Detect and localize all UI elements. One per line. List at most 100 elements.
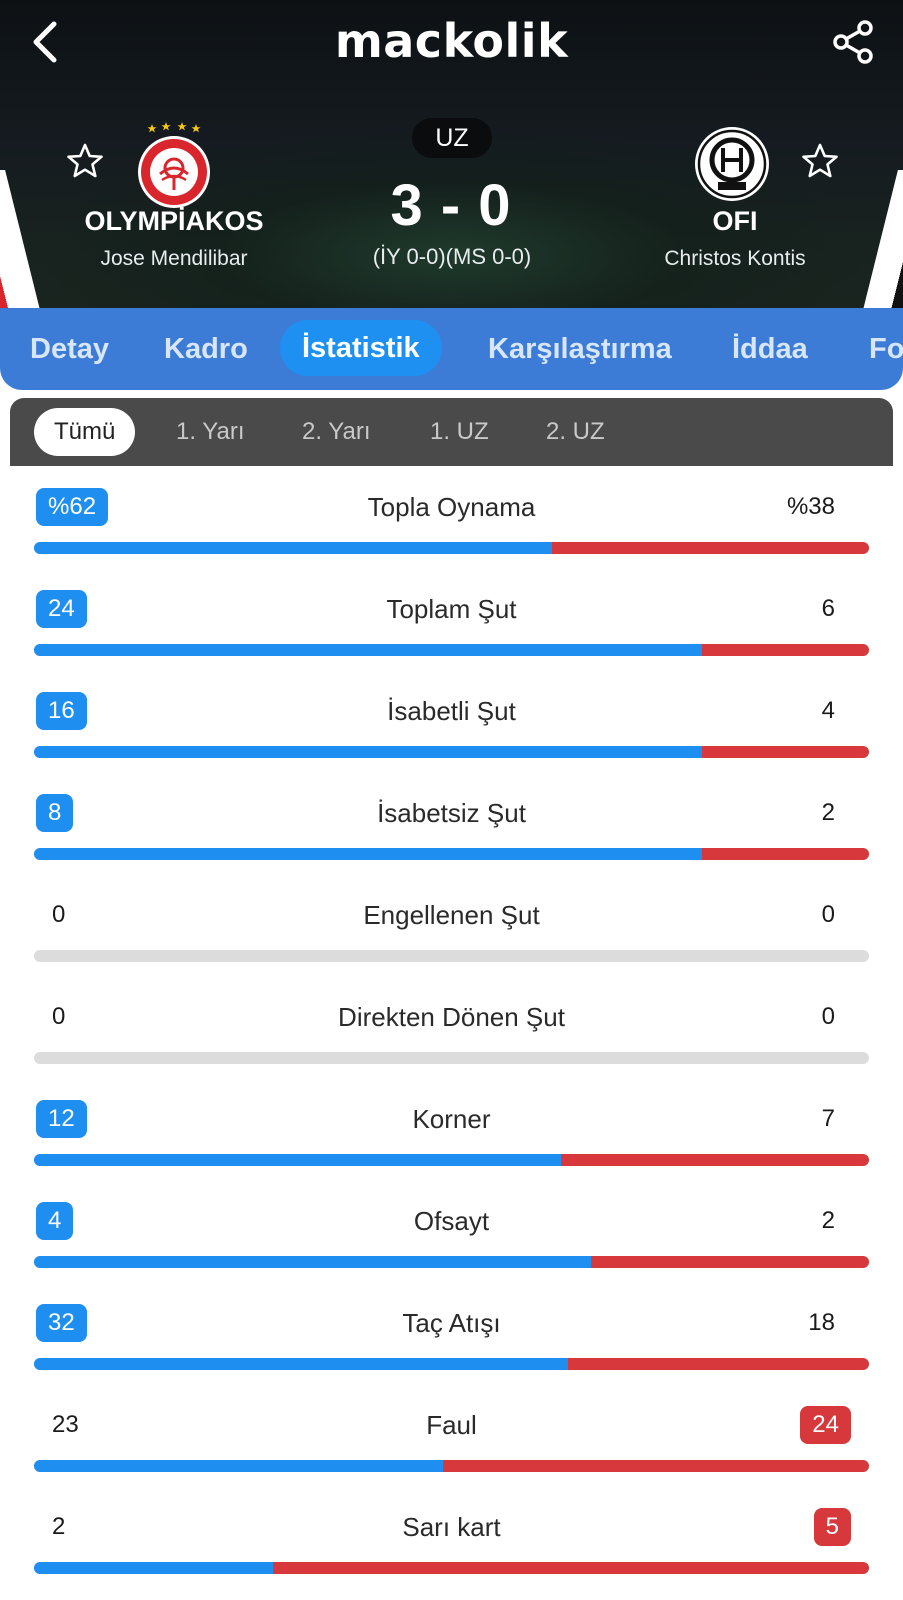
stat-home-value: 23 bbox=[52, 1411, 79, 1438]
stat-away-value: 0 bbox=[821, 1003, 835, 1030]
stat-comparison-bar bbox=[34, 1562, 869, 1574]
away-team-name[interactable]: OFI bbox=[712, 206, 758, 236]
period-chip-extra-time-2[interactable]: 2. UZ bbox=[546, 418, 605, 445]
match-status-badge: UZ bbox=[412, 118, 492, 158]
stat-bar-away-fill bbox=[442, 1460, 869, 1472]
period-chip-first-half[interactable]: 1. Yarı bbox=[176, 418, 245, 445]
stat-bar-away-fill bbox=[702, 848, 869, 860]
chevron-left-icon bbox=[33, 21, 57, 63]
stat-bar-away-fill bbox=[561, 1154, 869, 1166]
period-filter: Tümü 1. Yarı 2. Yarı 1. UZ 2. UZ bbox=[10, 398, 893, 466]
stat-home-value: 4 bbox=[36, 1202, 74, 1240]
stat-away-value: 0 bbox=[821, 901, 835, 928]
stat-label: İsabetli Şut bbox=[387, 696, 516, 726]
stat-home-value: 32 bbox=[36, 1304, 87, 1342]
stat-bar-home-fill bbox=[34, 1358, 569, 1370]
period-chip-all[interactable]: Tümü bbox=[34, 408, 136, 456]
favorite-away-button[interactable] bbox=[800, 141, 840, 181]
stat-label: Taç Atışı bbox=[402, 1308, 501, 1338]
stat-bar-home-fill bbox=[34, 1256, 591, 1268]
stat-row: 0 Engellenen Şut 0 bbox=[0, 874, 903, 976]
stat-bar-away-fill bbox=[551, 542, 869, 554]
stat-home-value: 24 bbox=[36, 590, 87, 628]
stat-row: 4 Ofsayt 2 bbox=[0, 1180, 903, 1282]
stat-comparison-bar bbox=[34, 542, 869, 554]
star-outline-icon bbox=[802, 143, 838, 178]
stat-label: Ofsayt bbox=[413, 1206, 490, 1236]
stat-comparison-bar bbox=[34, 848, 869, 860]
match-score: 3 - 0 bbox=[390, 173, 512, 238]
share-icon bbox=[833, 20, 873, 64]
stat-home-value: 16 bbox=[36, 692, 87, 730]
match-tabs: Detay Kadro İstatistik Karşılaştırma İdd… bbox=[0, 308, 903, 390]
stat-label: Faul bbox=[426, 1410, 477, 1440]
stat-row: %62 Topla Oynama %38 bbox=[0, 466, 903, 568]
stat-bar-home-fill bbox=[34, 644, 702, 656]
tab-karsilastirma[interactable]: Karşılaştırma bbox=[488, 333, 672, 365]
stat-bar-away-fill bbox=[568, 1358, 869, 1370]
stat-away-value: 24 bbox=[800, 1406, 851, 1444]
tab-istatistik[interactable]: İstatistik bbox=[280, 320, 442, 376]
stat-comparison-bar bbox=[34, 746, 869, 758]
back-button[interactable] bbox=[24, 16, 72, 68]
stat-label: Engellenen Şut bbox=[363, 900, 540, 930]
stat-away-value: 18 bbox=[808, 1309, 835, 1336]
home-coach-name: Jose Mendilibar bbox=[100, 247, 248, 270]
period-chip-second-half[interactable]: 2. Yarı bbox=[302, 418, 371, 445]
stat-home-value: 2 bbox=[52, 1513, 66, 1540]
stat-bar-home-fill bbox=[34, 542, 552, 554]
stat-comparison-bar bbox=[34, 1052, 869, 1064]
share-button[interactable] bbox=[829, 18, 877, 66]
stat-home-value: %62 bbox=[36, 488, 109, 526]
stat-comparison-bar bbox=[34, 1460, 869, 1472]
stat-row: 0 Direkten Dönen Şut 0 bbox=[0, 976, 903, 1078]
stat-label: Direkten Dönen Şut bbox=[338, 1002, 565, 1032]
stat-bar-home-fill bbox=[34, 848, 702, 860]
stat-home-value: 8 bbox=[36, 794, 74, 832]
away-kit-stripe bbox=[848, 170, 903, 320]
match-header: mackolik bbox=[0, 0, 903, 320]
home-team-name[interactable]: OLYMPİAKOS bbox=[84, 206, 264, 236]
away-coach-name: Christos Kontis bbox=[664, 247, 806, 270]
stat-bar-home-fill bbox=[34, 1562, 273, 1574]
home-team-crest[interactable] bbox=[136, 122, 212, 210]
stat-comparison-bar bbox=[34, 1256, 869, 1268]
ofi-crest-icon bbox=[695, 127, 769, 201]
tab-detay[interactable]: Detay bbox=[30, 333, 109, 365]
stat-label: İsabetsiz Şut bbox=[377, 798, 526, 828]
stat-bar-away-fill bbox=[702, 746, 869, 758]
app-logo: mackolik bbox=[334, 14, 569, 68]
away-team-crest[interactable] bbox=[694, 126, 770, 202]
stat-comparison-bar bbox=[34, 1358, 869, 1370]
stat-row: 16 İsabetli Şut 4 bbox=[0, 670, 903, 772]
stat-home-value: 0 bbox=[52, 901, 66, 928]
period-chip-extra-time-1[interactable]: 1. UZ bbox=[430, 418, 489, 445]
period-scores: (İY 0-0)(MS 0-0) bbox=[372, 244, 532, 269]
favorite-home-button[interactable] bbox=[65, 141, 105, 181]
stat-home-value: 12 bbox=[36, 1100, 87, 1138]
olympiakos-crest-icon bbox=[138, 122, 210, 208]
stat-away-value: 5 bbox=[813, 1508, 851, 1546]
stat-bar-away-fill bbox=[702, 644, 869, 656]
stat-comparison-bar bbox=[34, 1154, 869, 1166]
stat-label: Toplam Şut bbox=[386, 594, 517, 624]
stat-bar-home-fill bbox=[34, 1154, 562, 1166]
star-outline-icon bbox=[67, 143, 103, 178]
stat-label: Korner bbox=[412, 1104, 491, 1134]
stat-row: 2 Sarı kart 5 bbox=[0, 1486, 903, 1588]
stat-row: 24 Toplam Şut 6 bbox=[0, 568, 903, 670]
stat-away-value: 6 bbox=[821, 595, 835, 622]
stat-row: 32 Taç Atışı 18 bbox=[0, 1282, 903, 1384]
stat-home-value: 0 bbox=[52, 1003, 66, 1030]
stat-row: 12 Korner 7 bbox=[0, 1078, 903, 1180]
stat-row: 23 Faul 24 bbox=[0, 1384, 903, 1486]
stat-away-value: 2 bbox=[821, 799, 835, 826]
stat-away-value: 2 bbox=[821, 1207, 835, 1234]
tab-forum[interactable]: Fo bbox=[869, 333, 903, 365]
stat-label: Sarı kart bbox=[402, 1512, 501, 1542]
stat-away-value: 4 bbox=[821, 697, 835, 724]
stat-comparison-bar bbox=[34, 950, 869, 962]
stat-label: Topla Oynama bbox=[367, 492, 536, 522]
tab-kadro[interactable]: Kadro bbox=[164, 333, 248, 365]
tab-iddaa[interactable]: İddaa bbox=[732, 333, 808, 365]
